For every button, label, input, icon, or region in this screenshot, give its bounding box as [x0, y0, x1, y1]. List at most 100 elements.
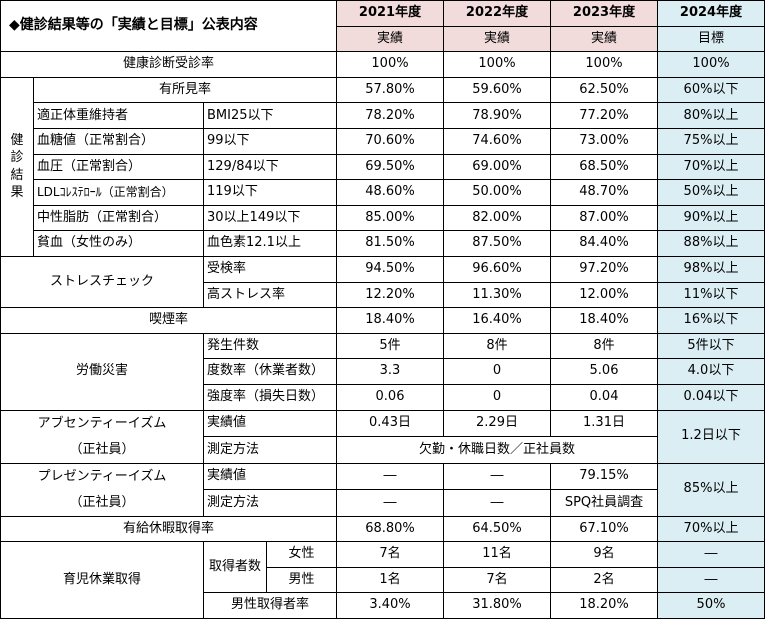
row-label: 適正体重維持者	[33, 102, 204, 129]
table-row: 貧血（女性のみ） 血色素12.1以上 81.50% 87.50% 84.40% …	[1, 230, 765, 257]
header-row-kinds: 実績 実績 実績 目標	[1, 25, 765, 53]
cell-2023: 100%	[550, 51, 658, 78]
cell-2022: 96.60%	[443, 255, 551, 283]
row-label: 血圧（正常割合）	[33, 153, 204, 181]
cell-2022: ―	[443, 462, 551, 490]
absenteeism-sub: （正社員）	[69, 441, 135, 457]
header-row-years: ◆健診結果等の「実績と目標」公表内容 2021年度 2022年度 2023年度 …	[0, 0, 765, 53]
row-label: 喫煙率	[0, 307, 337, 334]
row-label: 有所見率	[33, 76, 337, 104]
cell-2022: 8件	[443, 332, 551, 360]
row-label: 中性脂肪（正常割合）	[33, 204, 204, 232]
cell-2021: 69.50%	[336, 153, 444, 181]
cell-2022: 16.40%	[443, 307, 551, 334]
table-row: 中性脂肪（正常割合） 30以上149以下 85.00% 82.00% 87.00…	[1, 204, 765, 232]
row-label: 健康診断受診率	[0, 51, 337, 78]
cell-2021: 1名	[336, 566, 444, 594]
kind-2021: 実績	[336, 25, 444, 53]
table-row: LDLｺﾚｽﾃﾛｰﾙ（正常割合） 119以下 48.60% 50.00% 48.…	[1, 179, 765, 206]
stress-label: ストレスチェック	[0, 255, 204, 309]
cell-2023: 48.70%	[550, 179, 658, 206]
table-row: 健康診断受診率 100% 100% 100% 100%	[0, 51, 765, 78]
cell-2024: 88%以上	[657, 230, 765, 257]
health-results-table: ◆健診結果等の「実績と目標」公表内容 2021年度 2022年度 2023年度 …	[0, 0, 765, 619]
row-label: 測定方法	[203, 489, 337, 517]
cell-2023: 73.00%	[550, 127, 658, 155]
table-title-text: 健診結果等の「実績と目標」公表内容	[19, 17, 258, 34]
cell-2024: ―	[657, 566, 765, 594]
row-label: 実績値	[203, 462, 337, 490]
cell-2023: 18.20%	[550, 592, 658, 619]
absenteeism-title: アブセンティーイズム	[37, 415, 167, 431]
cell-2024: 80%以上	[657, 102, 765, 129]
cell-2024: 75%以上	[657, 127, 765, 155]
cell-2023: 97.20%	[550, 255, 658, 283]
cell-2023: 62.50%	[550, 76, 658, 104]
female-label: 女性	[266, 541, 337, 568]
cell-2022: 0	[443, 358, 551, 385]
method-cell: 欠勤・休職日数／正社員数	[336, 436, 658, 464]
cell-2021: 18.40%	[336, 307, 444, 334]
cell-2024: 70%以上	[657, 153, 765, 181]
cell-2024: 98%以上	[657, 255, 765, 283]
row-label: 測定方法	[203, 436, 337, 464]
cell-2022: 69.00%	[443, 153, 551, 181]
cell-2023: 9名	[550, 541, 658, 568]
cell-2021: 48.60%	[336, 179, 444, 206]
table-row: ストレスチェック 受検率 94.50% 96.60% 97.20% 98%以上	[0, 255, 765, 309]
cell-2022: 31.80%	[443, 592, 551, 619]
year-2022: 2022年度	[443, 0, 551, 27]
cell-2023: 77.20%	[550, 102, 658, 129]
table-row: 有給休暇取得率 68.80% 64.50% 67.10% 70%以上	[0, 515, 765, 543]
cell-2024: 50%	[657, 592, 765, 619]
cell-2021: 0.06	[336, 383, 444, 411]
cell-2021: 70.60%	[336, 127, 444, 155]
cell-2023: 79.15%	[550, 462, 658, 490]
cell-2021: 100%	[336, 51, 444, 78]
diamond-icon: ◆	[9, 17, 20, 34]
row-criteria: 99以下	[203, 127, 337, 155]
cell-2021: 57.80%	[336, 76, 444, 104]
cell-2021: 12.20%	[336, 281, 444, 309]
year-2024: 2024年度	[657, 0, 765, 27]
row-label: 血糖値（正常割合）	[33, 127, 204, 155]
cell-2024: 85%以上	[657, 462, 765, 517]
cell-2022: 64.50%	[443, 515, 551, 543]
presenteeism-label: プレゼンティーイズム （正社員）	[0, 462, 204, 517]
cell-2024: 90%以上	[657, 204, 765, 232]
cell-2024: 16%以下	[657, 307, 765, 334]
table-row: 喫煙率 18.40% 16.40% 18.40% 16%以下	[0, 307, 765, 334]
row-label: 貧血（女性のみ）	[33, 230, 204, 257]
row-criteria: BMI25以下	[203, 102, 337, 129]
table-row: 男性取得者率 3.40% 31.80% 18.20% 50%	[1, 592, 765, 619]
childcare-label: 育児休業取得	[0, 541, 204, 619]
table-row: 労働災害 発生件数 5件 8件 8件 5件以下	[0, 332, 765, 411]
row-criteria: 30以上149以下	[203, 204, 337, 232]
cell-2024: 70%以上	[657, 515, 765, 543]
kind-2022: 実績	[443, 25, 551, 53]
kind-2024: 目標	[657, 25, 765, 53]
presenteeism-title: プレゼンティーイズム	[37, 468, 167, 484]
cell-2023: 0.04	[550, 383, 658, 411]
cell-2021: 3.3	[336, 358, 444, 385]
table-row: アブセンティーイズム （正社員） 実績値 0.43日 2.29日 1.31日 1…	[0, 409, 765, 464]
cell-2021: 0.43日	[336, 409, 444, 437]
accidents-label: 労働災害	[0, 332, 204, 411]
row-label: 有給休暇取得率	[0, 515, 337, 543]
table-row: 育児休業取得 取得者数 女性 7名 11名 9名 ―	[0, 541, 765, 619]
cell-2023: 87.00%	[550, 204, 658, 232]
cell-2024: 50%以上	[657, 179, 765, 206]
cell-2024: 0.04以下	[657, 383, 765, 411]
cell-2023: 68.50%	[550, 153, 658, 181]
cell-2021: 94.50%	[336, 255, 444, 283]
absenteeism-label: アブセンティーイズム （正社員）	[0, 409, 204, 464]
cell-2024: 1.2日以下	[657, 409, 765, 464]
cell-2022: 87.50%	[443, 230, 551, 257]
cell-2022: 78.90%	[443, 102, 551, 129]
count-label: 取得者数	[203, 541, 267, 594]
table-title: ◆健診結果等の「実績と目標」公表内容	[0, 0, 337, 53]
row-criteria: 119以下	[203, 179, 337, 206]
table-row: 強度率（損失日数） 0.06 0 0.04 0.04以下	[1, 383, 765, 411]
cell-2022: 7名	[443, 566, 551, 594]
table-row: 測定方法 欠勤・休職日数／正社員数	[1, 436, 765, 464]
